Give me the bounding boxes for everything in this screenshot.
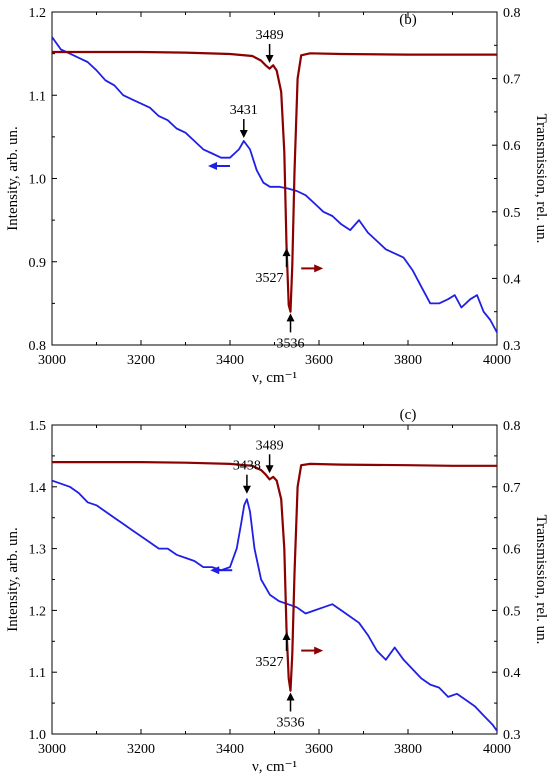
peak-label: 3489 xyxy=(256,28,284,43)
y-right-tick-label: 0.4 xyxy=(503,272,521,287)
panel-label: (b) xyxy=(399,12,417,28)
annotation-arrow-head xyxy=(265,465,274,474)
peak-label: 3431 xyxy=(230,103,258,118)
transmission-series-line xyxy=(52,50,497,313)
annotation-arrow-head xyxy=(282,631,291,640)
x-tick-label: 4000 xyxy=(483,742,511,757)
y-right-tick-label: 0.7 xyxy=(503,481,521,496)
x-tick-label: 3000 xyxy=(38,742,66,757)
y-left-tick-label: 1.1 xyxy=(29,89,47,104)
y-right-axis-title: Transmission, rel. un. xyxy=(533,515,549,645)
chart-panel-2: 3000 3200 3400 3600 3800 4000 1.0 1.1 1.2 1.3 1.4 1… xyxy=(5,407,549,775)
y-left-tick-label: 1.0 xyxy=(29,173,47,188)
y-right-tick-label: 0.3 xyxy=(503,339,521,354)
annotation-arrow-head xyxy=(286,692,295,701)
peak-label: 3527 xyxy=(256,655,284,670)
y-left-tick-label: 1.4 xyxy=(29,481,47,496)
series-axis-arrow-head xyxy=(314,264,324,273)
x-tick-label: 3200 xyxy=(127,742,155,757)
panel-label: (c) xyxy=(400,407,417,423)
y-left-tick-label: 0.8 xyxy=(29,339,47,354)
x-tick-label: 3200 xyxy=(127,353,155,368)
peak-label: 3527 xyxy=(256,271,284,286)
y-right-axis-title: Transmission, rel. un. xyxy=(533,114,549,244)
series-axis-arrow-head xyxy=(208,162,217,171)
plot-frame xyxy=(51,11,498,346)
y-right-tick-label: 0.8 xyxy=(503,419,521,434)
annotation-arrow-head xyxy=(239,130,248,139)
y-left-tick-label: 1.5 xyxy=(29,419,47,434)
peak-label: 3536 xyxy=(277,336,305,351)
peak-label: 3536 xyxy=(277,716,305,731)
x-tick-label: 4000 xyxy=(483,353,511,368)
annotation-arrow-head xyxy=(282,248,291,257)
y-left-tick-label: 0.9 xyxy=(29,256,47,271)
annotation-arrow-head xyxy=(265,54,274,63)
y-right-tick-label: 0.6 xyxy=(503,139,521,154)
x-tick-label: 3600 xyxy=(305,353,333,368)
plot-frame xyxy=(51,424,498,735)
y-right-tick-label: 0.4 xyxy=(503,666,521,681)
x-tick-label: 3400 xyxy=(216,742,244,757)
annotation-arrow-head xyxy=(286,313,295,322)
intensity-series-line xyxy=(52,36,497,333)
y-left-tick-label: 1.0 xyxy=(29,728,47,743)
y-left-tick-label: 1.3 xyxy=(29,543,47,558)
y-right-tick-label: 0.7 xyxy=(503,73,521,88)
y-right-tick-label: 0.8 xyxy=(503,6,521,21)
annotation-arrow-head xyxy=(242,485,251,494)
y-left-tick-label: 1.1 xyxy=(29,666,47,681)
x-axis-title: ν, cm⁻¹ xyxy=(252,370,297,386)
x-tick-label: 3800 xyxy=(394,742,422,757)
y-right-tick-label: 0.5 xyxy=(503,206,521,221)
transmission-series-line xyxy=(52,461,497,692)
x-tick-label: 3600 xyxy=(305,742,333,757)
intensity-series-line xyxy=(52,479,497,732)
y-left-axis-title: Intensity, arb. un. xyxy=(5,527,21,631)
y-left-tick-label: 1.2 xyxy=(29,6,47,21)
peak-label: 3489 xyxy=(256,438,284,453)
series-axis-arrow-head xyxy=(210,566,220,575)
chart-panel-1: 3000 3200 3400 3600 3800 4000 0.8 0.9 1.0 1.1 1.2 0… xyxy=(5,6,549,386)
y-right-tick-label: 0.5 xyxy=(503,604,521,619)
series-axis-arrow-head xyxy=(314,646,324,655)
x-axis-title: ν, cm⁻¹ xyxy=(252,759,297,775)
y-left-axis-title: Intensity, arb. un. xyxy=(5,126,21,230)
x-tick-label: 3400 xyxy=(216,353,244,368)
peak-label: 3438 xyxy=(233,459,261,474)
y-right-tick-label: 0.3 xyxy=(503,728,521,743)
x-tick-label: 3800 xyxy=(394,353,422,368)
x-tick-label: 3000 xyxy=(38,353,66,368)
y-left-tick-label: 1.2 xyxy=(29,604,47,619)
y-right-tick-label: 0.6 xyxy=(503,543,521,558)
